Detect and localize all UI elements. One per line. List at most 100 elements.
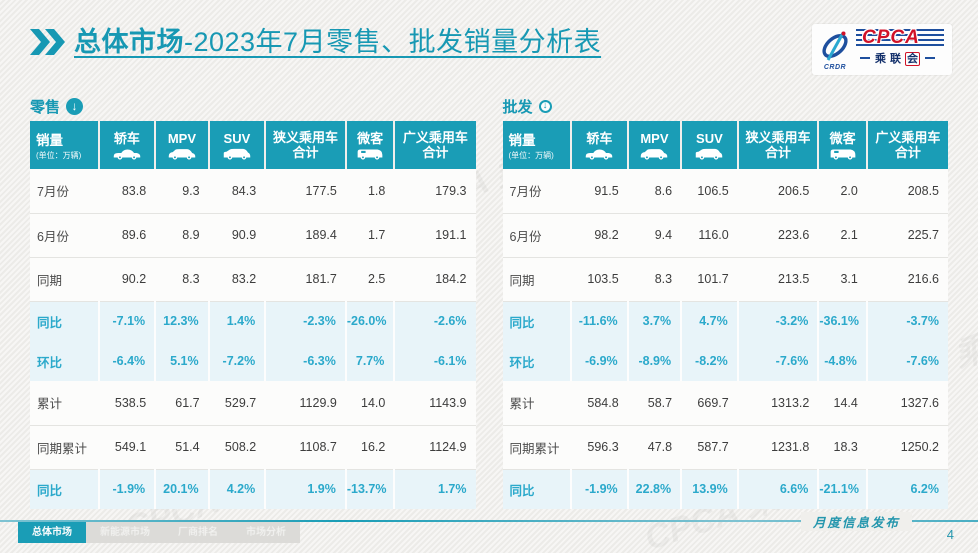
cell-value: -21.1% xyxy=(818,469,868,509)
table-row: 累计 538.5 61.7 529.7 1129.9 14.0 1143.9 xyxy=(30,381,476,426)
cell-value: 6.2% xyxy=(910,482,940,497)
row-label: 6月份 xyxy=(502,213,572,258)
cpca-swoosh: CRDR xyxy=(818,30,852,71)
cell-value: 2.5 xyxy=(345,257,395,302)
cell-value: 208.5 xyxy=(866,169,948,214)
retail-table-section: 零售 ↓ 销量 (单位：万辆) 轿车 MPV SUV 狭义乘用车 合计 微客 广义乘用车 合计 7月… xyxy=(30,95,476,509)
cell-value: 51.4 xyxy=(155,425,209,470)
cell-value: 16.2 xyxy=(345,425,395,470)
suv-icon xyxy=(223,148,251,160)
cell-value: -6.1% xyxy=(433,354,467,368)
title-row: 总体市场-2023年7月零售、批发销量分析表 CRDR CPCA 乘联会 xyxy=(0,0,978,75)
cell-value: 1124.9 xyxy=(394,425,476,470)
tab-总体市场[interactable]: 总体市场 xyxy=(18,522,86,543)
cell-value: -2.3% xyxy=(265,301,347,341)
column-header-mpv: MPV xyxy=(155,121,210,169)
row-label: 环比 xyxy=(30,341,100,381)
sales-header-cell: 销量 (单位：万辆) xyxy=(30,121,100,169)
van-icon xyxy=(830,149,855,160)
cell-value: 9.4 xyxy=(627,213,682,258)
cell-value: -26.0% xyxy=(345,301,396,341)
cell-value: 3.1 xyxy=(818,257,867,302)
table-row: 环比 -6.4% 5.1% -7.2% -6.3% 7.7% -6.1% xyxy=(30,341,476,381)
cell-value: 177.5 xyxy=(265,169,346,214)
cell-value: -7.1% xyxy=(98,301,157,341)
cell-value: 223.6 xyxy=(737,213,819,258)
cell-value: -8.2% xyxy=(681,341,739,381)
header-row: 销量 (单位：万辆) 轿车 MPV SUV 狭义乘用车 合计 微客 广义乘用车 合计 xyxy=(502,121,948,169)
row-label: 同比 xyxy=(30,469,100,509)
cell-value: 8.3 xyxy=(627,257,682,302)
cell-value: -36.1% xyxy=(818,301,868,341)
retail-label: 零售 xyxy=(30,98,61,116)
cell-value: 2.1 xyxy=(818,213,867,258)
cell-value: -13.7% xyxy=(345,469,396,509)
column-header-van: 微客 xyxy=(345,121,396,169)
column-header-sedan: 轿车 xyxy=(571,121,629,169)
cell-value: 18.3 xyxy=(818,425,867,470)
cell-value: 20.1% xyxy=(155,469,210,509)
table-row: 同比 -1.9% 20.1% 4.2% 1.9% -13.7% 1.7% xyxy=(30,469,476,509)
cell-value: 6.6% xyxy=(737,469,820,509)
download-arrow-icon: ↓ xyxy=(538,99,552,113)
cell-value: 584.8 xyxy=(571,381,628,426)
sales-label: 销量 xyxy=(508,133,536,148)
mpv-icon xyxy=(168,148,196,160)
sales-unit: (单位：万辆) xyxy=(36,151,82,160)
cell-value: 14.0 xyxy=(345,381,395,426)
cell-value: 1327.6 xyxy=(866,381,948,426)
cell-value: 106.5 xyxy=(681,169,738,214)
tab-市场分析[interactable]: 市场分析 xyxy=(232,522,300,543)
cell-value: 1.7 xyxy=(345,213,395,258)
row-label: 同期 xyxy=(502,257,572,302)
row-label: 6月份 xyxy=(30,213,99,258)
cell-value: -11.6% xyxy=(571,301,629,341)
cell-value: 1143.9 xyxy=(394,381,476,426)
row-label: 同期累计 xyxy=(30,425,99,470)
crdr-label: CRDR xyxy=(823,63,847,71)
cell-value: 587.7 xyxy=(681,425,738,470)
table-row: 同比 -1.9% 22.8% 13.9% 6.6% -21.1% 6.2% xyxy=(502,469,948,509)
cell-value: 2.0 xyxy=(818,169,867,214)
tables-area: 零售 ↓ 销量 (单位：万辆) 轿车 MPV SUV 狭义乘用车 合计 微客 广义乘用车 合计 7月… xyxy=(0,75,978,509)
row-label: 同比 xyxy=(30,301,100,341)
logo-stripes xyxy=(856,29,944,46)
logo-line-right xyxy=(925,57,935,59)
cell-value: 83.8 xyxy=(98,169,156,214)
cell-value: 116.0 xyxy=(681,213,738,258)
cell-value: 189.4 xyxy=(265,213,346,258)
cell-value: 83.2 xyxy=(208,257,266,302)
cell-value: 1.9% xyxy=(265,469,347,509)
retail-table: 销量 (单位：万辆) 轿车 MPV SUV 狭义乘用车 合计 微客 广义乘用车 合计 7月份 83.8… xyxy=(30,121,476,509)
cell-value: 181.7 xyxy=(265,257,346,302)
row-label: 同比 xyxy=(502,301,573,341)
table-row: 同比 -7.1% 12.3% 1.4% -2.3% -26.0% -2.6% xyxy=(30,301,476,341)
sedan-icon xyxy=(586,149,613,160)
mpv-icon xyxy=(641,148,668,160)
cell-value: 538.5 xyxy=(98,381,156,426)
row-label: 同比 xyxy=(502,469,573,509)
cell-value: 8.3 xyxy=(155,257,209,302)
column-header-suv: SUV xyxy=(208,121,267,169)
table-row: 6月份 98.2 9.4 116.0 223.6 2.1 225.7 xyxy=(502,213,948,258)
cell-value: -6.3% xyxy=(265,341,347,381)
cell-value: -6.9% xyxy=(571,341,629,381)
cell-value: 549.1 xyxy=(98,425,156,470)
cpca-cn-boxed: 会 xyxy=(905,52,920,66)
cell-value: 596.3 xyxy=(571,425,628,470)
wholesale-section-header: 批发 ↓ xyxy=(503,95,949,117)
footer-tabs: 总体市场 新能源市场 厂商排名 市场分析 xyxy=(18,522,300,543)
tab-新能源市场[interactable]: 新能源市场 xyxy=(86,522,164,543)
tab-厂商排名[interactable]: 厂商排名 xyxy=(164,522,232,543)
publication-label: 月度信息发布 xyxy=(800,512,912,531)
cpca-cn-label: 乘联会 xyxy=(875,52,920,66)
cell-value: 89.6 xyxy=(98,213,156,258)
row-label: 7月份 xyxy=(30,169,99,214)
footer: 总体市场 新能源市场 厂商排名 市场分析 月度信息发布 4 xyxy=(0,512,978,553)
footer-rule xyxy=(0,520,978,522)
header-row: 销量 (单位：万辆) 轿车 MPV SUV 狭义乘用车 合计 微客 广义乘用车 合计 xyxy=(30,121,476,169)
page-title: 总体市场-2023年7月零售、批发销量分析表 xyxy=(74,24,601,60)
cell-value: 4.7% xyxy=(681,301,739,341)
column-header-mpv: MPV xyxy=(627,121,683,169)
column-header-total: 广义乘用车 合计 xyxy=(394,121,476,169)
